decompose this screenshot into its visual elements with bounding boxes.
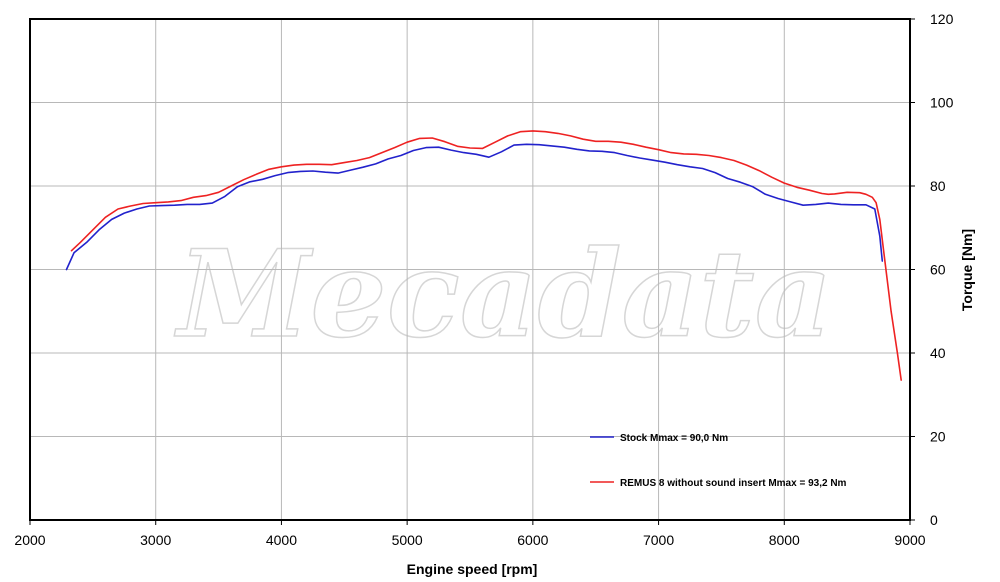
x-tick-label: 6000 (517, 532, 548, 548)
legend-label-remus: REMUS 8 without sound insert Mmax = 93,2… (620, 478, 847, 489)
grid-layer (30, 19, 910, 520)
x-tick-label: 9000 (894, 532, 925, 548)
x-tick-label: 3000 (140, 532, 171, 548)
watermark-text: Mecadata (174, 224, 833, 365)
y-tick-label: 100 (930, 95, 954, 111)
x-tick-label: 5000 (392, 532, 423, 548)
x-tick-label: 7000 (643, 532, 674, 548)
y-tick-label: 20 (930, 429, 946, 445)
y-tick-label: 60 (930, 262, 946, 278)
y-tick-label: 40 (930, 345, 946, 361)
y-tick-label: 0 (930, 512, 938, 528)
x-axis-label: Engine speed [rpm] (407, 561, 538, 577)
legend: Stock Mmax = 90,0 Nm REMUS 8 without sou… (590, 433, 847, 489)
series-line-stock (65, 143, 884, 271)
y-tick-label: 120 (930, 11, 954, 27)
y-axis-ticks: 0 20 40 60 80 100 120 (910, 11, 954, 528)
series-layer (65, 130, 903, 381)
x-tick-label: 8000 (769, 532, 800, 548)
x-axis-ticks: 2000 3000 4000 5000 6000 7000 8000 9000 (14, 520, 926, 548)
series-line-remus (70, 130, 903, 381)
watermark-layer: Mecadata (173, 223, 833, 366)
y-tick-label: 80 (930, 178, 946, 194)
legend-label-stock: Stock Mmax = 90,0 Nm (620, 433, 728, 444)
x-tick-label: 2000 (14, 532, 45, 548)
y-axis-label: Torque [Nm] (959, 229, 975, 311)
x-tick-label: 4000 (266, 532, 297, 548)
